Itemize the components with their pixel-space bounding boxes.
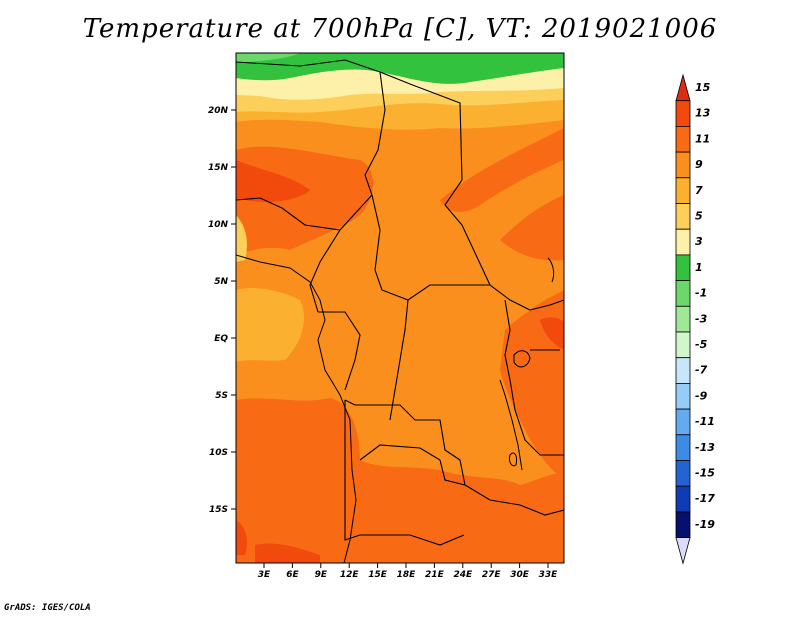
coastlines: [236, 254, 555, 563]
colorbar: 15 13 11 9 7 5 3 1 -1 -3 -5 -7 -9 -11 -13 -15 -17 -19: [675, 73, 715, 565]
lon-label: 9E: [315, 570, 328, 580]
colorbar-segment: [675, 254, 691, 281]
colorbar-segment: [675, 305, 691, 333]
colorbar-segment: [675, 100, 691, 127]
colorbar-segment: [675, 331, 691, 359]
band-1-3-north: [236, 53, 564, 84]
colorbar-label: -11: [695, 415, 715, 428]
temperature-field: [236, 53, 564, 563]
colorbar-label: 5: [695, 210, 703, 223]
lon-label: 18E: [397, 570, 417, 580]
colorbar-segment: [675, 151, 691, 179]
colorbar-label: 7: [695, 184, 703, 197]
colorbar-segment: [675, 408, 691, 436]
cool-region-west: [236, 288, 305, 362]
colorbar-label: 3: [695, 235, 703, 248]
lat-label: 10N: [208, 220, 229, 230]
colorbar-segment: [675, 460, 691, 487]
colorbar-label: 13: [695, 107, 711, 120]
lat-label: 10S: [209, 448, 228, 458]
lon-label: 12E: [340, 570, 360, 580]
colorbar-label: -1: [695, 287, 707, 300]
lat-label: EQ: [214, 334, 228, 344]
warm-region-east: [500, 290, 564, 480]
lat-label: 20N: [208, 106, 229, 116]
lat-label: 15S: [209, 505, 228, 515]
colorbar-segment: [675, 177, 691, 204]
colorbar-label: -19: [695, 518, 715, 531]
colorbar-segment: [675, 434, 691, 461]
lat-label: 5N: [214, 277, 228, 287]
colorbar-label: -5: [695, 338, 708, 351]
colorbar-label: 11: [695, 132, 710, 145]
lat-label: 5S: [215, 391, 228, 401]
lon-label: 24E: [453, 570, 473, 580]
colorbar-label: -7: [695, 364, 708, 377]
lon-label: 21E: [425, 570, 445, 580]
lat-label: 15N: [208, 163, 229, 173]
colorbar-label: -15: [695, 467, 715, 480]
map-frame: [235, 52, 565, 564]
colorbar-label: 15: [695, 81, 711, 94]
longitude-labels: 3E 6E 9E 12E 15E 18E 21E 24E 27E 30E 33E: [258, 563, 558, 580]
lon-label: 33E: [539, 570, 559, 580]
colorbar-segment: [675, 280, 691, 307]
colorbar-segment: [675, 485, 691, 513]
lon-label: 3E: [258, 570, 271, 580]
colorbar-segment: [675, 357, 691, 384]
lon-label: 15E: [368, 570, 388, 580]
latitude-labels: 20N 15N 10N 5N EQ 5S 10S 15S: [208, 106, 236, 515]
colorbar-segment: [675, 228, 691, 256]
colorbar-label: -13: [695, 441, 715, 454]
lon-label: 27E: [482, 570, 502, 580]
colorbar-label: -17: [695, 492, 715, 505]
lon-label: 30E: [510, 570, 530, 580]
colorbar-top-triangle: [675, 73, 691, 102]
lon-label: 6E: [286, 570, 299, 580]
colorbar-bottom-triangle: [675, 537, 691, 565]
country-borders: [236, 59, 564, 546]
colorbar-segment: [675, 203, 691, 230]
colorbar-label: 1: [695, 261, 703, 274]
colorbar-label: 9: [695, 158, 703, 171]
grads-credit: GrADS: IGES/COLA: [4, 603, 91, 613]
colorbar-segment: [675, 126, 691, 153]
colorbar-label: -3: [695, 312, 708, 325]
colorbar-label: -9: [695, 389, 708, 402]
colorbar-segment: [675, 511, 691, 538]
colorbar-segment: [675, 382, 691, 410]
warm-region-south: [236, 398, 564, 563]
map-title: Temperature at 700hPa [C], VT: 201902100…: [82, 14, 718, 44]
